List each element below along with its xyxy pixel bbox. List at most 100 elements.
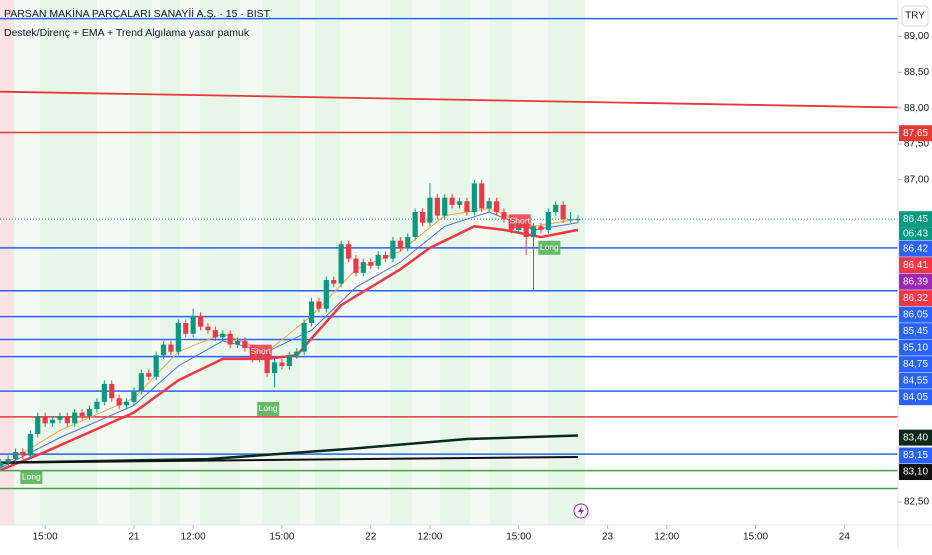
candle-body	[42, 416, 48, 424]
candle-body	[79, 412, 85, 417]
currency[interactable]: TRY	[905, 11, 925, 22]
price-label: 86,42	[903, 243, 928, 254]
candle-body	[64, 416, 70, 424]
candle-body	[427, 197, 433, 223]
candle-body	[308, 301, 315, 324]
candle-body	[146, 373, 152, 377]
candle-body	[264, 351, 270, 374]
session-bands	[14, 0, 585, 525]
price-label: 85,10	[903, 342, 928, 353]
price-label: 87,65	[903, 128, 928, 139]
signal-label: Short	[510, 216, 531, 226]
candle-body	[212, 330, 218, 338]
candle-body	[227, 333, 233, 345]
ema-line	[0, 225, 579, 472]
price-label: 85,45	[903, 326, 928, 337]
candle-body	[449, 197, 455, 205]
price-label-box	[899, 464, 932, 481]
candle-body	[486, 201, 492, 209]
countdown-box	[899, 227, 932, 241]
x-tick-label: 15:00	[743, 532, 768, 543]
x-tick-label: 15:00	[269, 532, 294, 543]
candle-body	[345, 244, 352, 259]
candle-body	[442, 197, 448, 216]
candle-body	[234, 340, 241, 345]
x-tick-label: 22	[365, 532, 377, 543]
price-label-box	[899, 447, 932, 464]
price-label-box	[899, 211, 932, 228]
y-tick-label: 87,50	[904, 139, 929, 150]
x-tick-label: 12:00	[417, 532, 442, 543]
x-tick-label: 12:00	[654, 532, 679, 543]
price-label-box	[899, 306, 932, 323]
x-tick-label: 21	[128, 532, 140, 543]
candle-body	[553, 204, 559, 213]
y-tick-label: 82,50	[904, 497, 929, 508]
trend-line	[0, 90, 899, 109]
plot: Long Short Long Short Long	[0, 17, 899, 490]
candle-body	[412, 212, 418, 238]
ema-line	[0, 455, 578, 464]
candle-body	[35, 416, 41, 435]
y-tick-label: 88,50	[904, 67, 929, 78]
candle-body	[419, 212, 426, 223]
x-tick-label: 12:00	[181, 532, 206, 543]
signal-label: Long	[259, 403, 278, 413]
price-label-box	[899, 429, 932, 446]
candle-body	[57, 416, 63, 420]
candle-body	[138, 373, 144, 392]
candle-body	[560, 204, 566, 220]
candle-body	[131, 391, 137, 402]
candle-body	[530, 226, 537, 238]
candle-body	[523, 222, 529, 238]
candle-body	[471, 183, 477, 213]
signal-box	[20, 470, 43, 485]
indicator-name: Destek/Direnç + EMA + Trend Algılama yas…	[4, 27, 250, 39]
candle-body	[175, 323, 181, 352]
price-label-box	[899, 389, 932, 406]
candle-body	[72, 412, 78, 424]
candle-body	[353, 258, 359, 273]
candle-body	[109, 383, 115, 399]
currency-box[interactable]	[901, 5, 929, 27]
candle-body	[434, 197, 440, 216]
y-tick-label: 89,00	[904, 31, 929, 42]
price-label: 86,41	[903, 260, 928, 271]
candle-body	[190, 315, 196, 334]
candle-body	[456, 201, 463, 205]
candle-body	[360, 262, 366, 273]
price-label: 86,39	[903, 276, 928, 287]
candle-body	[493, 201, 500, 213]
signal-label: Long	[540, 242, 559, 252]
signal-label: Short	[251, 346, 272, 356]
candle-body	[20, 451, 26, 456]
candle-body	[94, 401, 100, 409]
candle-body	[294, 351, 300, 356]
candle-body	[338, 244, 344, 284]
signal-box	[257, 401, 280, 416]
candle-body	[220, 333, 226, 338]
candle-body	[123, 401, 130, 406]
candle-body	[168, 344, 174, 352]
chart-title: PARSAN MAKİNA PARÇALARI SANAYİİ A.Ş. · 1…	[4, 7, 271, 20]
candle-body	[538, 226, 544, 230]
candle-body	[101, 383, 107, 402]
price-label: 86,32	[903, 293, 928, 304]
session-band	[0, 0, 14, 525]
x-tick-label: 15:00	[33, 532, 58, 543]
signal-box	[508, 214, 531, 229]
candle-body	[501, 212, 507, 220]
price-label-box	[899, 339, 932, 356]
price-label-box	[899, 273, 932, 290]
candle-body	[405, 237, 411, 248]
candle-body	[183, 323, 189, 334]
candle-body	[49, 419, 56, 424]
countdown: 06:43	[903, 228, 928, 239]
candle-body	[368, 262, 374, 266]
x-tick-label: 23	[602, 532, 614, 543]
candle-body	[479, 183, 485, 209]
price-label: 83,40	[903, 432, 928, 443]
y-tick-label: 88,00	[904, 103, 929, 114]
y-tick-label: 87,00	[904, 174, 929, 185]
